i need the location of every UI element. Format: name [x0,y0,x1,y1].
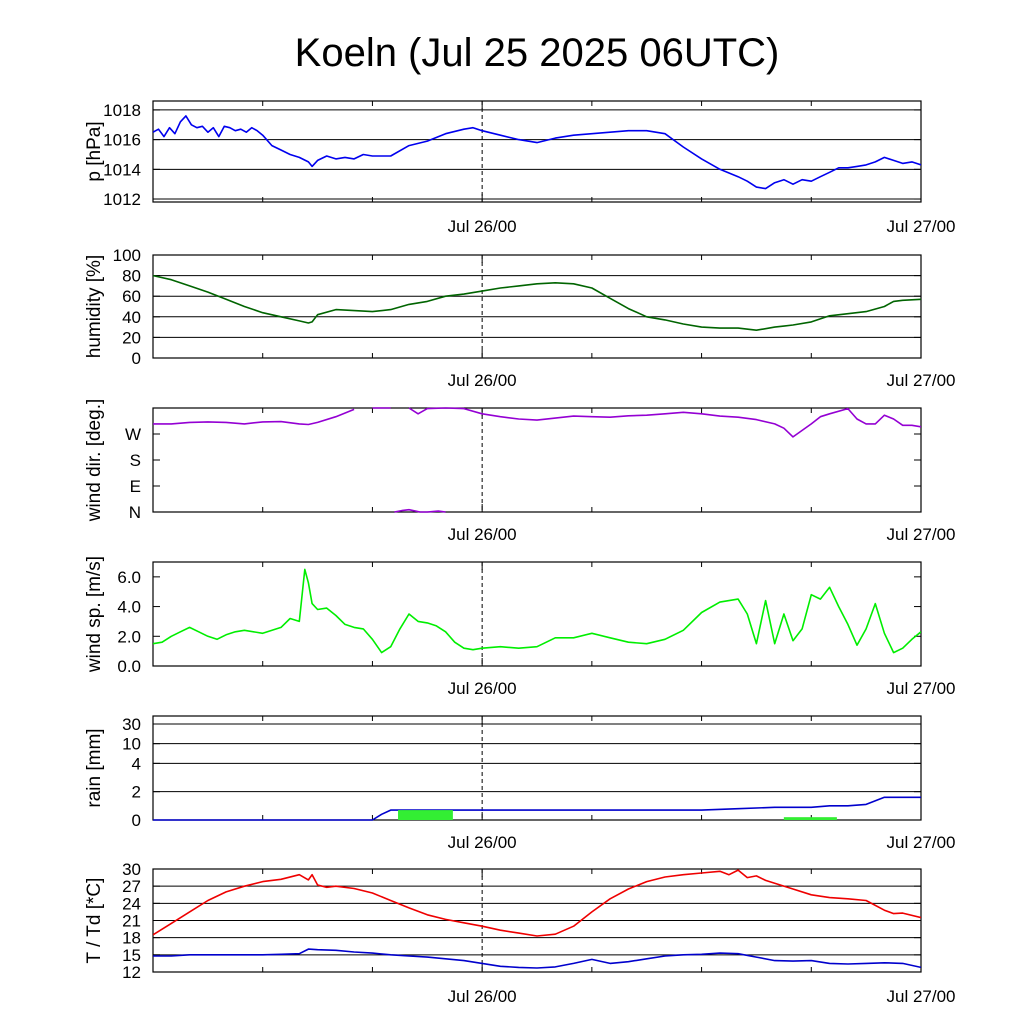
y-tick-label: 6.0 [117,568,141,587]
y-axis-label: rain [mm] [84,728,105,807]
series-line-wind_dir_wrap [394,508,446,513]
y-tick-label: W [125,425,141,444]
y-tick-label: 21 [122,912,141,931]
y-tick-label: 4 [132,754,141,773]
rain-bar [783,817,837,820]
x-tick-label: Jul 26/00 [448,987,517,1006]
y-axis-label: wind sp. [m/s] [84,556,105,673]
panel-3: 0.0 2.0 4.0 6.0 wind sp. [m/s] Jul 26/00 Jul 2… [84,556,956,698]
x-tick-label: Jul 27/00 [887,679,956,698]
series-line-Td [153,948,921,969]
y-tick-label: 30 [122,715,141,734]
y-tick-label: 0.0 [117,657,141,676]
y-tick-label: 1014 [103,160,141,179]
x-tick-label: Jul 27/00 [887,217,956,236]
x-tick-label: Jul 26/00 [448,525,517,544]
x-tick-label: Jul 27/00 [887,525,956,544]
x-tick-label: Jul 26/00 [448,371,517,390]
x-tick-label: Jul 27/00 [887,833,956,852]
y-tick-label: 1016 [103,131,141,150]
x-tick-label: Jul 27/00 [887,987,956,1006]
y-tick-label: 30 [122,860,141,879]
y-axis-label: T / Td [*C] [84,878,105,964]
y-tick-label: N [129,503,141,522]
y-tick-label: 18 [122,929,141,948]
y-axis-label: humidity [%] [84,255,105,358]
y-tick-label: 2.0 [117,627,141,646]
y-tick-label: 4.0 [117,598,141,617]
series-line-humidity [153,274,921,331]
y-tick-label: 1018 [103,101,141,120]
y-tick-label: 40 [122,308,141,327]
y-tick-label: 100 [113,246,141,265]
y-axis-label: p [hPa] [84,121,105,181]
y-tick-label: 10 [122,735,141,754]
series-line-T [153,869,921,937]
y-tick-label: E [130,477,141,496]
plot-frame [152,254,922,359]
series-line-rain_accum [153,796,921,821]
rain-bar [398,810,453,820]
y-tick-label: 24 [122,894,141,913]
y-tick-label: 1012 [103,190,141,209]
y-tick-label: 20 [122,328,141,347]
x-tick-label: Jul 26/00 [448,679,517,698]
y-tick-label: 12 [122,963,141,982]
y-tick-label: 27 [122,877,141,896]
y-tick-label: 80 [122,267,141,286]
y-tick-label: 0 [132,349,141,368]
y-tick-label: 2 [132,783,141,802]
chart-title: Koeln (Jul 25 2025 06UTC) [295,31,780,75]
y-axis-label: wind dir. [deg.] [84,399,105,523]
series-line-wind_speed [153,568,921,654]
y-tick-label: 60 [122,287,141,306]
plot-frame [152,715,922,821]
y-tick-label: 0 [132,811,141,830]
x-tick-label: Jul 27/00 [887,371,956,390]
plot-frame [152,407,922,513]
series-line-wind_dir [153,407,921,438]
plot-frame [152,100,922,203]
plot-frame [152,561,922,667]
series-line-pressure [153,115,921,190]
y-tick-label: S [130,451,141,470]
x-tick-label: Jul 26/00 [448,217,517,236]
y-tick-label: 15 [122,946,141,965]
x-tick-label: Jul 26/00 [448,833,517,852]
